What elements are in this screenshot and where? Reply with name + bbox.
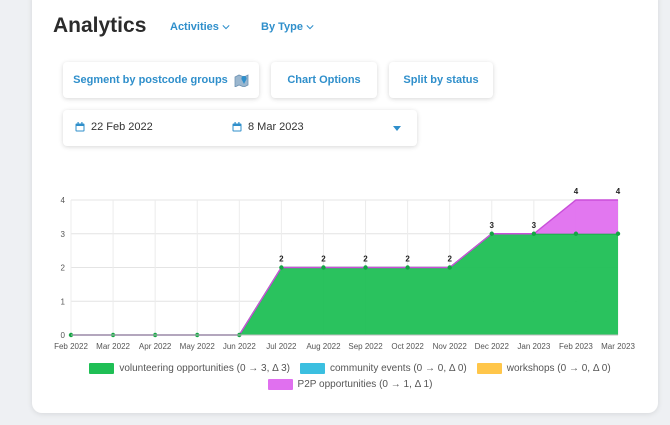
x-tick-label: Jul 2022 <box>266 342 297 351</box>
activities-dropdown[interactable]: Activities <box>170 21 230 33</box>
chevron-down-icon <box>306 25 314 30</box>
x-tick-label: Oct 2022 <box>391 342 424 351</box>
data-point <box>615 231 621 236</box>
x-tick-label: May 2022 <box>180 342 216 351</box>
data-point <box>321 265 326 270</box>
x-tick-label: Mar 2023 <box>601 342 635 351</box>
legend-swatch-volunteering <box>89 362 115 374</box>
data-label: 2 <box>447 255 452 264</box>
chart-legend: volunteering opportunities (0 → 3, Δ 3) … <box>60 360 640 392</box>
legend-item-workshops[interactable]: workshops (0 → 0, Δ 0) <box>476 362 611 374</box>
data-point <box>363 265 368 270</box>
legend-label-p2p: P2P opportunities (0 → 1, Δ 1) <box>297 378 433 390</box>
area-volunteering <box>71 233 618 335</box>
data-point <box>573 231 579 236</box>
calendar-icon <box>75 122 85 132</box>
date-range-picker[interactable]: 22 Feb 2022 8 Mar 2023 <box>63 110 417 146</box>
legend-item-community[interactable]: community events (0 → 0, Δ 0) <box>299 362 467 374</box>
segment-by-postcode-button[interactable]: Segment by postcode groups <box>63 62 259 98</box>
activities-label: Activities <box>170 21 219 33</box>
by-type-label: By Type <box>261 21 303 33</box>
map-icon <box>234 73 249 87</box>
data-label: 4 <box>616 187 621 196</box>
y-tick-label: 3 <box>61 230 66 239</box>
x-tick-label: Nov 2022 <box>433 342 468 351</box>
data-label: 2 <box>279 255 284 264</box>
data-point <box>405 265 410 270</box>
legend-swatch-community <box>299 362 325 374</box>
split-by-status-button[interactable]: Split by status <box>389 62 493 98</box>
x-tick-label: Jan 2023 <box>517 342 550 351</box>
data-label: 4 <box>574 187 579 196</box>
x-tick-label: Sep 2022 <box>348 342 383 351</box>
data-point <box>489 231 494 236</box>
legend-label-volunteering: volunteering opportunities (0 → 3, Δ 3) <box>119 362 290 374</box>
legend-swatch-workshops <box>476 362 502 374</box>
page-title: Analytics <box>53 14 147 37</box>
start-date-value: 22 Feb 2022 <box>91 121 153 133</box>
x-tick-label: Feb 2023 <box>559 342 593 351</box>
area-chart: 2 2 2 2 2 3 3 4 4 0 1 2 3 4 Feb 2022 Mar 2022 Apr 2022 Ma… <box>54 187 635 351</box>
end-date-value: 8 Mar 2023 <box>248 121 304 133</box>
legend-item-p2p[interactable]: P2P opportunities (0 → 1, Δ 1) <box>267 378 433 390</box>
data-label: 3 <box>490 221 495 230</box>
data-point <box>279 265 284 270</box>
x-tick-label: Apr 2022 <box>139 342 172 351</box>
y-tick-label: 1 <box>61 297 66 306</box>
x-tick-label: Dec 2022 <box>475 342 510 351</box>
data-label: 2 <box>405 255 410 264</box>
chart-options-label: Chart Options <box>287 74 361 86</box>
data-label: 3 <box>532 221 537 230</box>
segment-button-label: Segment by postcode groups <box>73 74 228 86</box>
data-point <box>531 231 537 236</box>
x-tick-label: Mar 2022 <box>96 342 130 351</box>
chevron-down-icon <box>222 25 230 30</box>
legend-swatch-p2p <box>267 378 293 390</box>
start-date[interactable]: 22 Feb 2022 <box>75 121 153 133</box>
legend-item-volunteering[interactable]: volunteering opportunities (0 → 3, Δ 3) <box>89 362 290 374</box>
end-date[interactable]: 8 Mar 2023 <box>232 121 304 133</box>
data-point <box>447 265 452 270</box>
caret-down-icon[interactable] <box>392 123 402 133</box>
legend-label-workshops: workshops (0 → 0, Δ 0) <box>506 362 611 374</box>
y-tick-label: 4 <box>61 196 66 205</box>
calendar-icon <box>232 122 242 132</box>
x-tick-label: Aug 2022 <box>306 342 341 351</box>
y-tick-label: 0 <box>61 331 66 340</box>
legend-label-community: community events (0 → 0, Δ 0) <box>329 362 467 374</box>
split-label: Split by status <box>403 74 479 86</box>
chart-options-button[interactable]: Chart Options <box>271 62 377 98</box>
x-tick-label: Jun 2022 <box>223 342 256 351</box>
data-label: 2 <box>363 255 368 264</box>
area-p2p <box>71 200 618 335</box>
y-tick-label: 2 <box>61 264 66 273</box>
x-tick-label: Feb 2022 <box>54 342 88 351</box>
data-label: 2 <box>321 255 326 264</box>
by-type-dropdown[interactable]: By Type <box>261 21 314 33</box>
